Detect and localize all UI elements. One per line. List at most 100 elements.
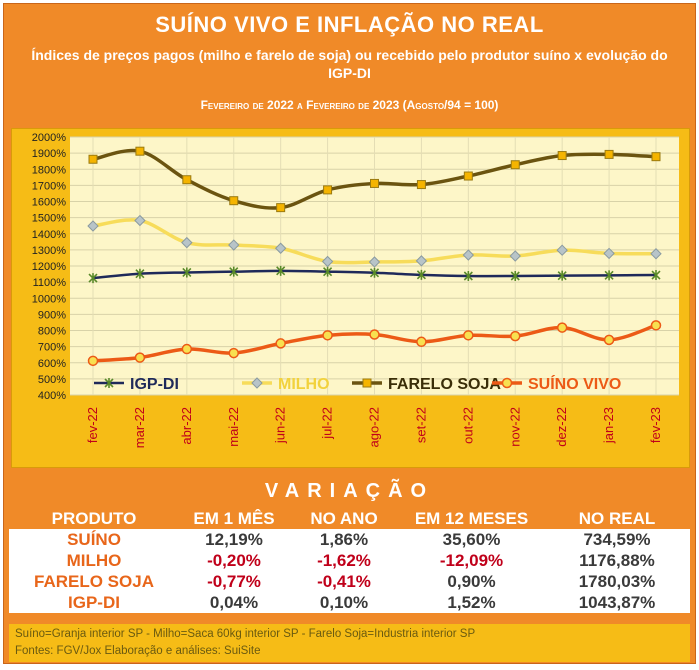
column-header: NO REAL [578, 509, 656, 528]
data-point [463, 330, 474, 341]
data-point [88, 273, 98, 284]
data-point [228, 347, 239, 359]
value-cell: 0,90% [447, 571, 496, 591]
infographic: SUÍNO VIVO E INFLAÇÃO NO REAL Índices de… [3, 3, 696, 664]
y-tick-label: 1400% [32, 229, 66, 241]
data-point [135, 268, 145, 279]
data-point [556, 244, 568, 256]
value-cell: 1780,03% [578, 571, 656, 591]
data-point [370, 178, 379, 188]
x-tick-label: abr-22 [179, 407, 194, 445]
y-tick-label: 1600% [32, 197, 66, 209]
y-tick-label: 400% [38, 390, 66, 402]
legend-label: SUÍNO VIVO [528, 374, 621, 393]
column-header: EM 12 MESES [414, 509, 529, 528]
data-point [510, 330, 521, 342]
footnote-credits: Fontes: FGV/Jox Elaboração e análises: S… [15, 645, 261, 657]
y-tick-label: 1100% [33, 277, 67, 289]
value-cell: 0,10% [319, 592, 369, 612]
x-tick-label: fev-22 [85, 407, 100, 443]
data-point [134, 214, 146, 227]
y-tick-label: 800% [38, 326, 66, 338]
value-cell: 35,60% [442, 529, 501, 549]
variation-heading: VARIAÇÃO [264, 480, 435, 502]
x-tick-label: mai-22 [226, 407, 241, 447]
table-row: FARELO SOJA -0,77% -0,41% 0,90% 1780,03% [9, 571, 690, 592]
column-header: NO ANO [310, 509, 378, 528]
data-point [416, 269, 426, 280]
y-tick-label: 1300% [32, 245, 66, 257]
data-point [182, 175, 192, 185]
data-point [88, 154, 98, 164]
data-point [87, 355, 99, 367]
y-tick-label: 1500% [32, 213, 66, 225]
legend-label: FARELO SOJA [388, 376, 501, 393]
product-cell: SUÍNO [67, 529, 121, 549]
footnote-sources: Suíno=Granja interior SP - Milho=Saca 60… [15, 628, 476, 640]
data-point [321, 255, 334, 268]
data-point [368, 256, 381, 268]
value-cell: 0,04% [209, 592, 259, 612]
line-chart: 400% 500% 600% 700% 800% 900% 1000% 1100% 1200% 1… [32, 132, 679, 448]
data-point [556, 322, 568, 333]
y-tick-label: 2000% [32, 132, 66, 144]
data-point [369, 267, 380, 278]
y-tick-label: 600% [38, 358, 66, 370]
value-cell: 12,19% [205, 529, 263, 549]
data-point [275, 338, 286, 349]
data-point [181, 343, 193, 355]
y-tick-label: 500% [38, 374, 66, 386]
variation-table: PRODUTO EM 1 MÊS NO ANO EM 12 MESES NO R… [9, 509, 690, 613]
data-point [276, 203, 286, 213]
data-point [604, 149, 614, 159]
y-tick-label: 1200% [32, 261, 66, 273]
product-cell: IGP-DI [68, 592, 120, 612]
data-point [603, 247, 615, 260]
data-point [134, 352, 146, 363]
value-cell: 1176,88% [579, 550, 655, 570]
column-header: PRODUTO [51, 509, 137, 528]
data-point [229, 196, 239, 206]
legend-label: IGP-DI [130, 376, 179, 393]
data-point [276, 265, 286, 276]
data-point [181, 236, 193, 249]
data-point [87, 220, 99, 232]
data-point [463, 270, 473, 281]
data-point [463, 171, 473, 181]
legend-marker [362, 378, 372, 388]
x-tick-label: mar-22 [132, 407, 147, 448]
data-point [604, 270, 614, 281]
data-point [510, 270, 520, 281]
data-point [416, 336, 427, 348]
data-point [229, 266, 239, 277]
y-tick-label: 1800% [32, 164, 66, 176]
data-point [323, 266, 333, 277]
data-point [603, 334, 615, 346]
x-tick-label: jun-22 [273, 407, 288, 444]
x-tick-label: jan-23 [601, 407, 616, 444]
data-point [415, 255, 428, 267]
value-cell: -1,62% [317, 550, 371, 570]
x-tick-label: set-22 [413, 407, 428, 443]
footnotes: Suíno=Granja interior SP - Milho=Saca 60… [9, 624, 690, 662]
data-point [135, 146, 145, 156]
legend-marker [251, 377, 263, 389]
x-tick-label: jul-22 [320, 407, 335, 440]
x-tick-label: out-22 [460, 407, 475, 444]
value-cell: -12,09% [439, 550, 504, 570]
data-point [274, 242, 287, 254]
column-header: EM 1 MÊS [193, 509, 275, 528]
data-point [510, 160, 520, 170]
data-point [416, 180, 426, 190]
data-point [182, 267, 192, 278]
data-point [557, 270, 567, 281]
y-tick-label: 900% [38, 309, 66, 321]
product-cell: MILHO [66, 550, 122, 570]
value-cell: 1,86% [319, 529, 369, 549]
y-tick-label: 1900% [32, 148, 66, 160]
chart-panel: 400% 500% 600% 700% 800% 900% 1000% 1100% 1200% 1… [11, 128, 690, 468]
x-tick-label: nov-22 [507, 407, 522, 447]
data-point [651, 270, 661, 281]
table-row: SUÍNO 12,19% 1,86% 35,60% 734,59% [9, 529, 690, 550]
value-cell: -0,41% [317, 571, 371, 591]
